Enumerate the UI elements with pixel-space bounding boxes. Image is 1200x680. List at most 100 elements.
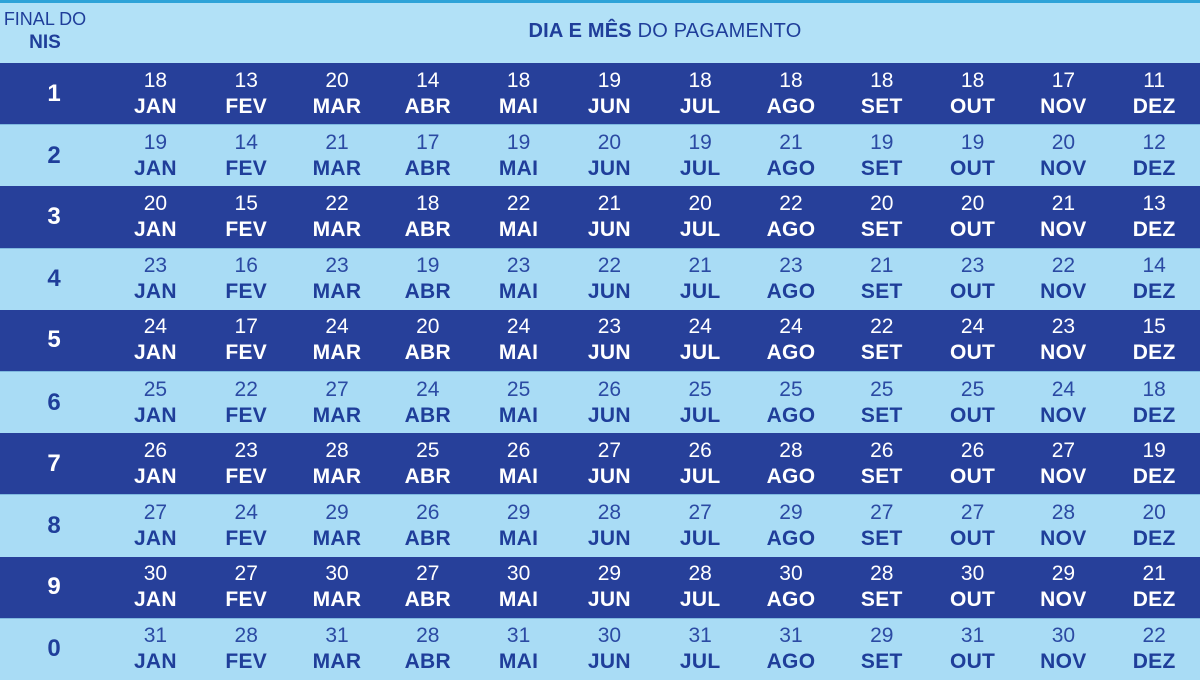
payment-month: JAN (133, 403, 177, 427)
payment-day: 19 (506, 130, 531, 154)
nis-header-line1: FINAL DO (3, 9, 87, 29)
payment-date-header: DIA E MÊS DO PAGAMENTO (0, 20, 1200, 43)
payment-day: 20 (688, 191, 712, 215)
payment-day: 13 (1142, 191, 1166, 215)
payment-date-cell: 24 NOV (1018, 372, 1109, 433)
payment-day: 27 (597, 438, 622, 462)
payment-date-cell: 22 FEV (201, 372, 292, 433)
payment-month: JUN (587, 280, 631, 304)
payment-month: FEV (225, 280, 268, 304)
payment-month: OUT (949, 217, 996, 241)
payment-month: MAI (498, 403, 539, 427)
payment-day: 21 (779, 130, 803, 154)
payment-date-cell: 26 MAI (473, 433, 564, 494)
payment-date-cell: 24 FEV (201, 495, 292, 556)
payment-date-cell: 27 JUN (564, 433, 655, 494)
payment-month: MAR (312, 341, 362, 365)
payment-month: DEZ (1132, 280, 1176, 304)
payment-date-cell: 23 NOV (1018, 310, 1109, 371)
payment-month: AGO (766, 526, 816, 550)
payment-date-cell: 24 OUT (927, 310, 1018, 371)
payment-day: 19 (143, 130, 168, 154)
payment-month: SET (860, 217, 903, 241)
payment-day: 21 (688, 254, 712, 278)
payment-month: SET (860, 156, 903, 180)
payment-month: FEV (225, 341, 268, 365)
payment-date-cell: 27 MAR (292, 372, 383, 433)
nis-final-digit: 0 (47, 635, 61, 663)
payment-month: SET (860, 341, 903, 365)
payment-month: SET (860, 650, 903, 674)
payment-day: 20 (325, 68, 349, 92)
payment-date-cell: 29 NOV (1018, 557, 1109, 618)
payment-day: 23 (325, 254, 349, 278)
payment-day: 29 (597, 562, 622, 586)
table-row: 3 20 JAN 15 FEV 22 MAR 18 ABR 22 MAI 21 JUN 20 JUL 22 AG… (0, 186, 1200, 248)
payment-month: JAN (133, 156, 177, 180)
payment-day: 24 (506, 315, 531, 339)
payment-month: JAN (133, 280, 177, 304)
payment-day: 23 (960, 254, 985, 278)
payment-day: 20 (1051, 130, 1076, 154)
payment-date-cell: 23 MAI (473, 249, 564, 310)
payment-date-cell: 30 JAN (110, 557, 201, 618)
payment-month: JUL (679, 650, 721, 674)
payment-date-cell: 14 DEZ (1109, 249, 1200, 310)
payment-month: JUN (587, 650, 631, 674)
payment-date-cell: 25 JAN (110, 372, 201, 433)
payment-day: 24 (960, 315, 985, 339)
nis-final-digit: 8 (47, 511, 61, 539)
payment-month: JUN (587, 217, 631, 241)
payment-month: NOV (1040, 156, 1087, 180)
payment-date-cell: 30 MAR (292, 557, 383, 618)
payment-month: AGO (766, 94, 816, 118)
payment-month: ABR (404, 588, 451, 612)
payment-month: JUL (679, 588, 721, 612)
payment-date-cell: 24 MAI (473, 310, 564, 371)
payment-day: 26 (960, 438, 985, 462)
payment-month: OUT (949, 94, 996, 118)
payment-day: 28 (1051, 500, 1076, 524)
payment-day: 27 (416, 562, 440, 586)
payment-date-cell: 19 JAN (110, 125, 201, 186)
payment-month: NOV (1040, 403, 1087, 427)
payment-date-cell: 13 FEV (201, 63, 292, 124)
payment-day: 26 (870, 438, 894, 462)
payment-month: JAN (133, 217, 177, 241)
payment-month: NOV (1040, 464, 1087, 488)
payment-day: 24 (1051, 377, 1076, 401)
payment-date-cell: 14 FEV (201, 125, 292, 186)
payment-date-cell: 22 JUN (564, 249, 655, 310)
payment-day: 31 (688, 624, 712, 648)
payment-day: 19 (688, 130, 712, 154)
payment-day: 22 (779, 191, 803, 215)
payment-month: MAR (312, 403, 362, 427)
payment-month: AGO (766, 650, 816, 674)
payment-month: SET (860, 94, 903, 118)
payment-day: 18 (960, 68, 985, 92)
payment-month: ABR (404, 526, 451, 550)
payment-date-cell: 20 NOV (1018, 125, 1109, 186)
payment-day: 22 (597, 254, 622, 278)
nis-final-digit: 1 (47, 79, 61, 107)
payment-date-cell: 28 FEV (201, 619, 292, 680)
payment-month: JAN (133, 526, 177, 550)
payment-date-cell: 17 NOV (1018, 63, 1109, 124)
payment-date-cell: 21 JUN (564, 186, 655, 247)
payment-date-cell: 22 NOV (1018, 249, 1109, 310)
payment-day: 23 (779, 254, 803, 278)
payment-month: MAR (312, 280, 362, 304)
table-row: 6 25 JAN 22 FEV 27 MAR 24 ABR 25 MAI 26 JUN 25 JUL 25 AG… (0, 370, 1200, 434)
payment-month: ABR (404, 650, 451, 674)
payment-date-cell: 24 ABR (382, 372, 473, 433)
payment-month: AGO (766, 280, 816, 304)
payment-month: OUT (949, 341, 996, 365)
payment-date-cell: 21 AGO (746, 125, 837, 186)
payment-date-cell: 29 AGO (746, 495, 837, 556)
payment-month: ABR (404, 341, 451, 365)
payment-month: MAI (498, 280, 539, 304)
payment-month: DEZ (1132, 588, 1176, 612)
payment-day: 11 (1143, 68, 1166, 92)
payment-day: 30 (1051, 624, 1076, 648)
payment-date-cell: 14 ABR (382, 63, 473, 124)
